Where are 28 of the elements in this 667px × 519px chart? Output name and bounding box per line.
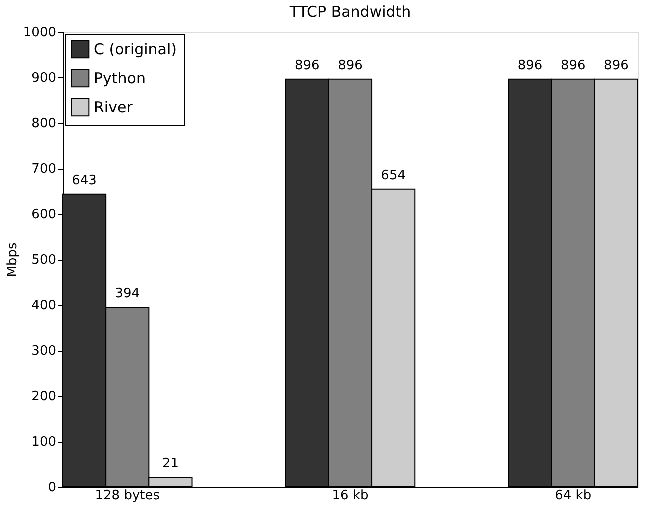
data-label: 896 xyxy=(518,58,543,74)
y-tick-label: 300 xyxy=(32,344,56,359)
legend-label: River xyxy=(94,98,134,116)
data-label: 896 xyxy=(295,58,320,74)
chart-title: TTCP Bandwidth xyxy=(288,3,412,21)
y-tick-label: 700 xyxy=(32,162,56,177)
x-tick-label: 16 kb xyxy=(332,488,369,504)
y-tick-label: 100 xyxy=(32,435,56,450)
y-axis-title: Mbps xyxy=(5,242,20,278)
data-label: 21 xyxy=(162,456,179,472)
y-tick-label: 500 xyxy=(32,253,56,268)
x-tick-label: 64 kb xyxy=(555,488,592,504)
y-tick-label: 900 xyxy=(32,71,56,86)
y-tick-label: 0 xyxy=(48,480,56,496)
y-tick-label: 600 xyxy=(32,208,56,222)
data-label: 896 xyxy=(560,58,586,74)
data-label: 643 xyxy=(72,173,97,188)
y-tick-label: 200 xyxy=(32,390,56,404)
legend-label: C (original) xyxy=(94,40,178,58)
legend-label: Python xyxy=(94,70,146,88)
y-tick-label: 1000 xyxy=(23,26,56,40)
y-tick-label: 400 xyxy=(32,298,56,314)
x-tick-label: 128 bytes xyxy=(95,488,160,504)
data-label: 896 xyxy=(604,58,629,74)
data-label: 654 xyxy=(381,168,406,184)
y-tick-label: 800 xyxy=(32,116,56,132)
data-label: 394 xyxy=(115,286,140,302)
data-label: 896 xyxy=(338,58,363,74)
